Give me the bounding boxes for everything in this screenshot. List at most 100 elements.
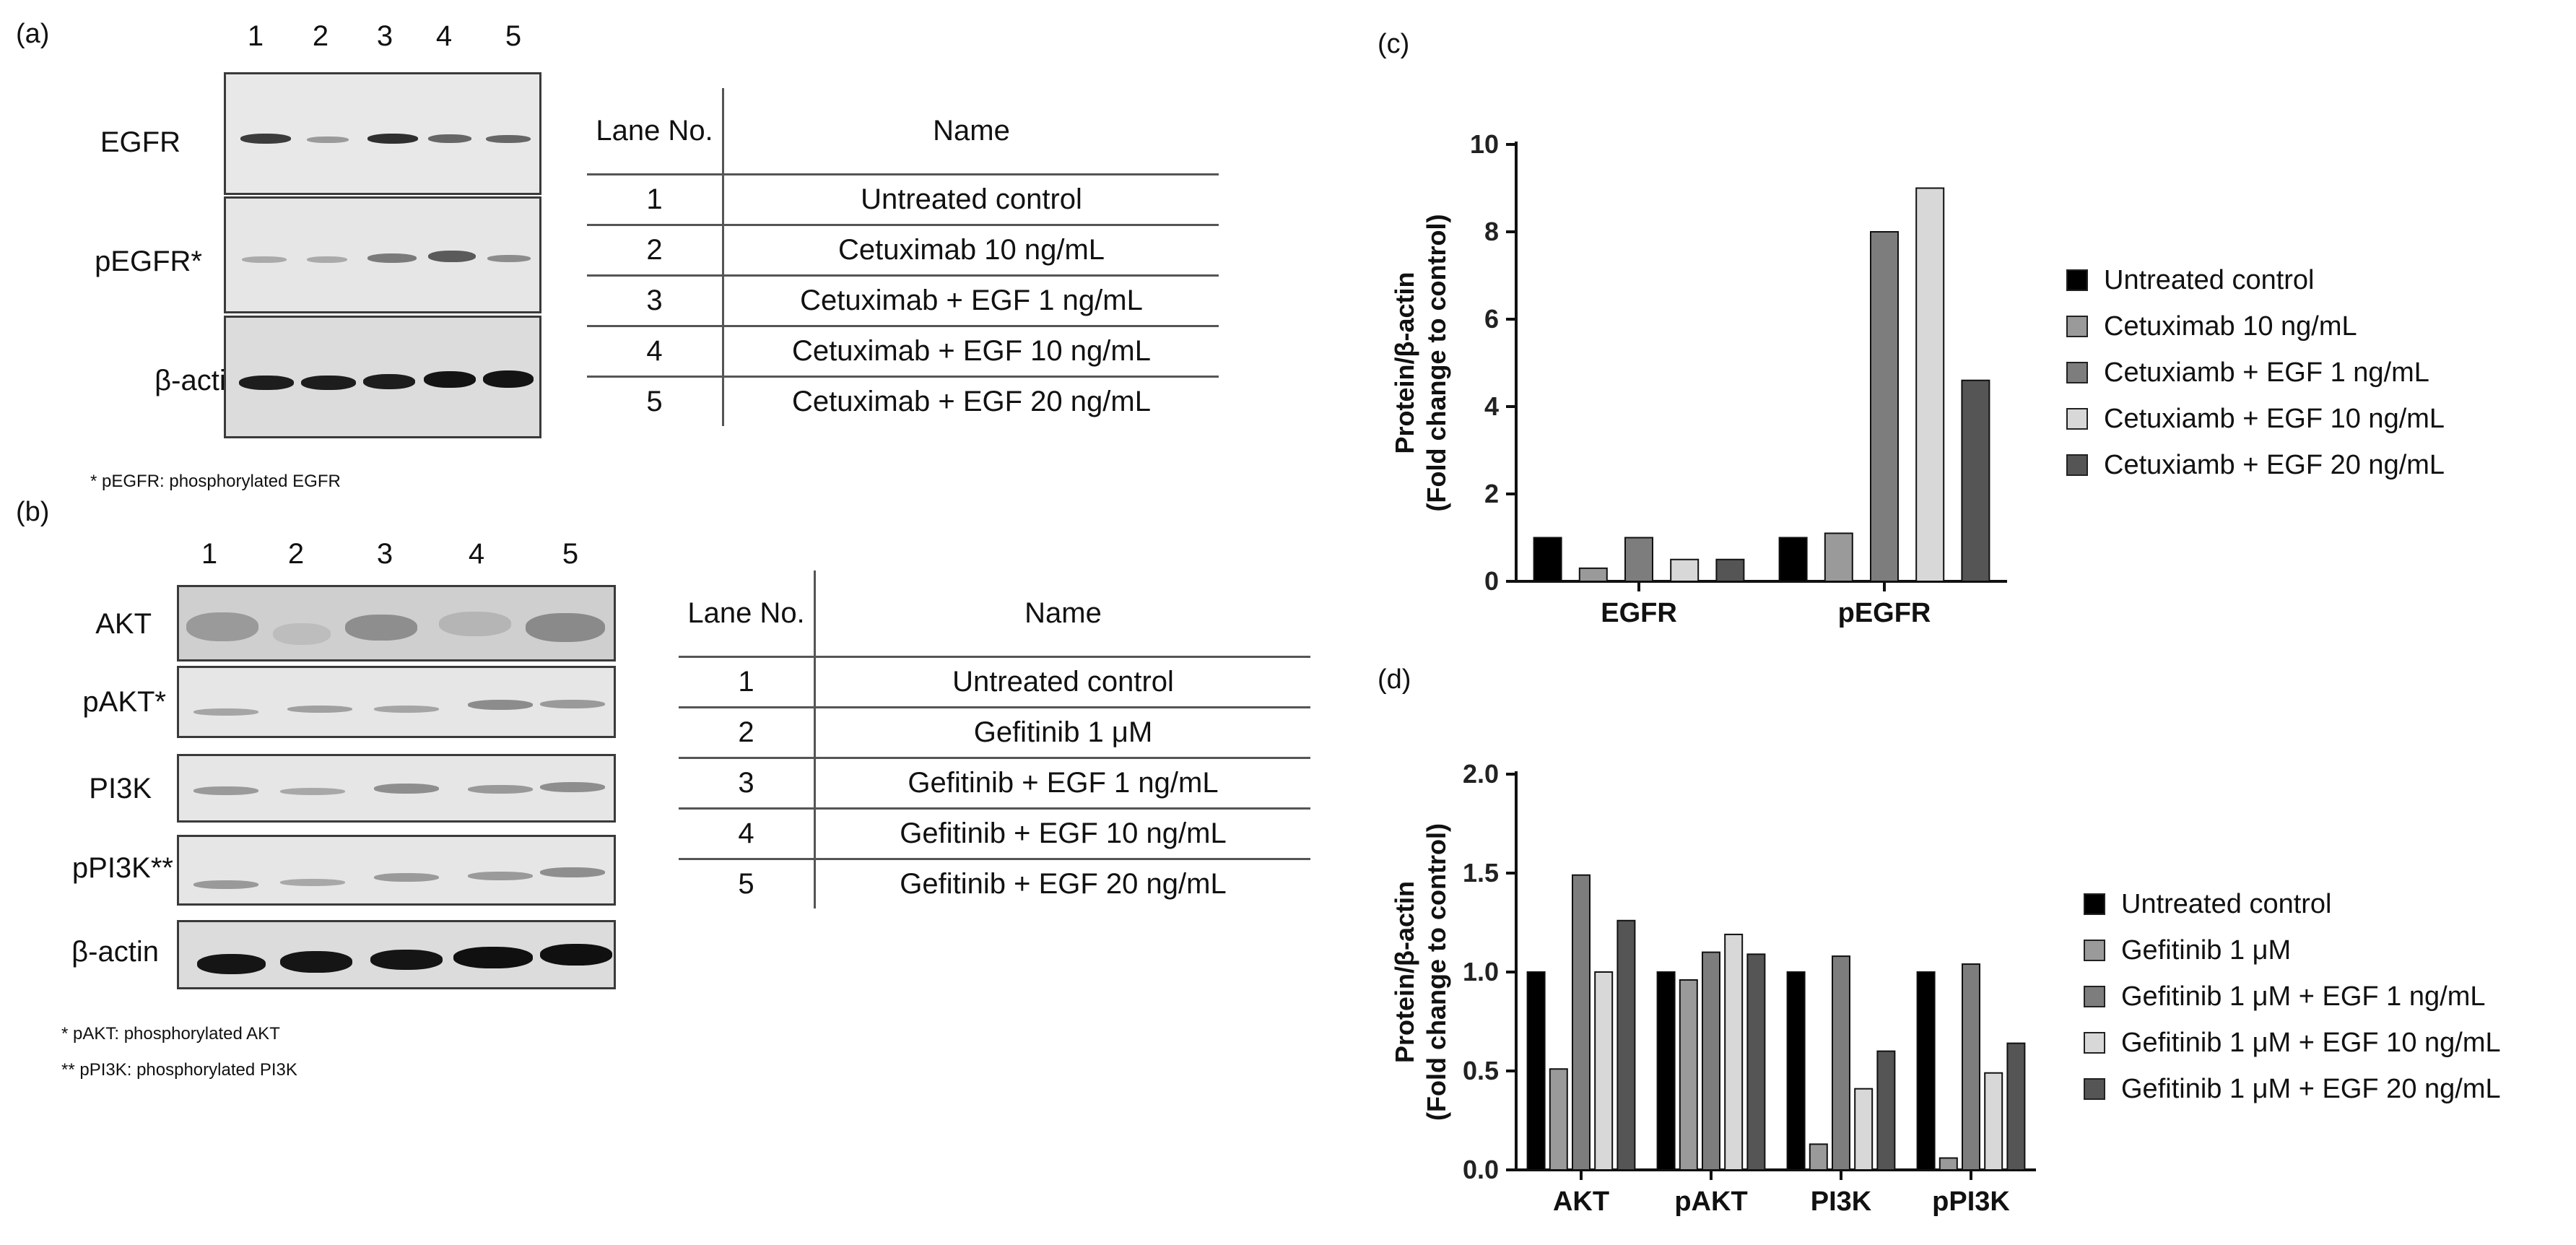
legend-swatch (2084, 893, 2105, 915)
chart-c: Protein/β-actin(Fold change to control) 0… (1390, 129, 2007, 628)
lane-number: 2 (312, 20, 329, 52)
legend-item: Gefitinib 1 μM + EGF 20 ng/mL (2084, 1066, 2501, 1112)
y-tick-label: 4 (1484, 391, 1499, 421)
blot-label-ppi3k: pPI3K** (71, 852, 173, 884)
chart-d: Protein/β-actin(Fold change to control) 0… (1390, 759, 2036, 1217)
table-cell-name: Gefitinib + EGF 10 ng/mL (814, 808, 1310, 860)
legend-item: Untreated control (2084, 881, 2501, 927)
table-header-lane: Lane No. (587, 88, 724, 175)
bar (1526, 971, 1546, 1171)
blot-pi3k (177, 754, 616, 823)
legend-item: Cetuxiamb + EGF 20 ng/mL (2066, 442, 2445, 488)
table-cell-name: Gefitinib 1 μM (814, 707, 1310, 759)
legend-swatch (2066, 269, 2088, 291)
table-cell-lane: 3 (679, 758, 816, 810)
bar (1832, 955, 1850, 1171)
legend-swatch (2084, 1078, 2105, 1100)
legend-c: Untreated control Cetuximab 10 ng/mL Cetux… (2066, 257, 2445, 488)
x-category-label: pPI3K (1932, 1187, 2010, 1217)
bar (1870, 231, 1899, 582)
bar (1938, 1157, 1958, 1171)
footnote-pegfr: * pEGFR: phosphorylated EGFR (90, 472, 341, 491)
bar (1679, 979, 1698, 1171)
table-cell-lane: 1 (587, 174, 724, 226)
x-category-label: PI3K (1811, 1187, 1872, 1217)
blot-pakt (177, 666, 616, 738)
table-cell-lane: 4 (587, 326, 724, 378)
lane-table-a: Lane No. Name 1 Untreated control 2 Cetuxi… (587, 88, 1219, 426)
bar (1961, 379, 1990, 582)
blot-beta-actin-b (177, 920, 616, 989)
table-cell-name: Cetuximab 10 ng/mL (723, 225, 1219, 277)
x-category-label: pAKT (1674, 1187, 1747, 1217)
legend-label: Gefitinib 1 μM + EGF 1 ng/mL (2121, 981, 2486, 1012)
lane-number: 2 (287, 538, 305, 570)
y-tick-label: 0.0 (1463, 1155, 1499, 1184)
y-axis-title: Protein/β-actin(Fold change to control) (1390, 823, 1451, 1121)
footnote-ppi3k: ** pPI3K: phosphorylated PI3K (61, 1060, 297, 1080)
blot-label-akt: AKT (95, 608, 152, 640)
panel-d-letter: (d) (1378, 664, 1411, 695)
table-cell-name: Gefitinib + EGF 20 ng/mL (900, 868, 1227, 900)
table-cell-lane: 1 (679, 656, 816, 708)
bar (1809, 1143, 1828, 1171)
y-axis-title: Protein/β-actin(Fold change to control) (1390, 214, 1451, 512)
lane-number: 4 (435, 20, 453, 52)
blot-egfr (224, 72, 541, 195)
y-tick-label: 8 (1484, 217, 1499, 246)
y-tick-label: 10 (1470, 129, 1499, 159)
bar (1724, 933, 1744, 1171)
legend-label: Gefitinib 1 μM (2121, 934, 2292, 966)
table-cell-lane: 4 (679, 808, 816, 860)
table-cell-name: Untreated control (814, 656, 1310, 708)
y-tick-label: 1.0 (1463, 957, 1499, 986)
table-cell-lane: 3 (587, 275, 724, 327)
lane-number: 4 (468, 538, 485, 570)
bar (1876, 1050, 1896, 1171)
panel-c-letter: (c) (1378, 29, 1410, 59)
legend-swatch (2084, 940, 2105, 961)
y-tick-label: 6 (1484, 304, 1499, 334)
lane-number: 5 (505, 20, 522, 52)
legend-label: Cetuxiamb + EGF 20 ng/mL (2104, 449, 2445, 480)
lane-number: 3 (376, 538, 393, 570)
legend-swatch (2066, 362, 2088, 383)
blot-label-beta-actin-b: β-actin (71, 936, 159, 968)
x-category-label: EGFR (1601, 598, 1677, 628)
table-cell-lane: 2 (679, 707, 816, 759)
bar (1915, 187, 1945, 582)
blot-label-pi3k: PI3K (89, 773, 152, 804)
legend-item: Cetuximab 10 ng/mL (2066, 303, 2445, 350)
table-cell-name: Cetuximab + EGF 1 ng/mL (723, 275, 1219, 327)
blot-label-pegfr: pEGFR* (95, 246, 202, 277)
bar (1916, 971, 1936, 1171)
legend-swatch (2066, 454, 2088, 476)
panel-a-letter: (a) (16, 19, 50, 49)
table-cell-name: Cetuximab + EGF 20 ng/mL (792, 386, 1151, 417)
legend-d: Untreated control Gefitinib 1 μM Gefitinib… (2084, 881, 2501, 1112)
bar (1624, 537, 1653, 582)
bar (1786, 971, 1806, 1171)
panel-b-letter: (b) (16, 497, 50, 527)
legend-label: Cetuximab 10 ng/mL (2104, 311, 2357, 342)
bar (1578, 567, 1608, 582)
y-tick-label: 1.5 (1463, 858, 1499, 888)
x-category-label: pEGFR (1838, 598, 1931, 628)
bar (1533, 537, 1562, 582)
bar (1616, 919, 1636, 1171)
blot-beta-actin-a (224, 316, 541, 438)
x-category-label: AKT (1553, 1187, 1609, 1217)
lane-number: 5 (562, 538, 579, 570)
blot-label-egfr: EGFR (100, 126, 180, 158)
legend-swatch (2066, 316, 2088, 337)
legend-label: Cetuxiamb + EGF 1 ng/mL (2104, 357, 2429, 388)
table-cell-lane: 5 (587, 376, 724, 426)
bar (2006, 1042, 2026, 1171)
bar (1824, 532, 1853, 583)
bar (1702, 951, 1720, 1171)
bar (1656, 971, 1676, 1171)
bar (1962, 963, 1980, 1171)
legend-item: Untreated control (2066, 257, 2445, 303)
table-cell-name: Untreated control (723, 174, 1219, 226)
table-header-lane: Lane No. (679, 571, 816, 658)
